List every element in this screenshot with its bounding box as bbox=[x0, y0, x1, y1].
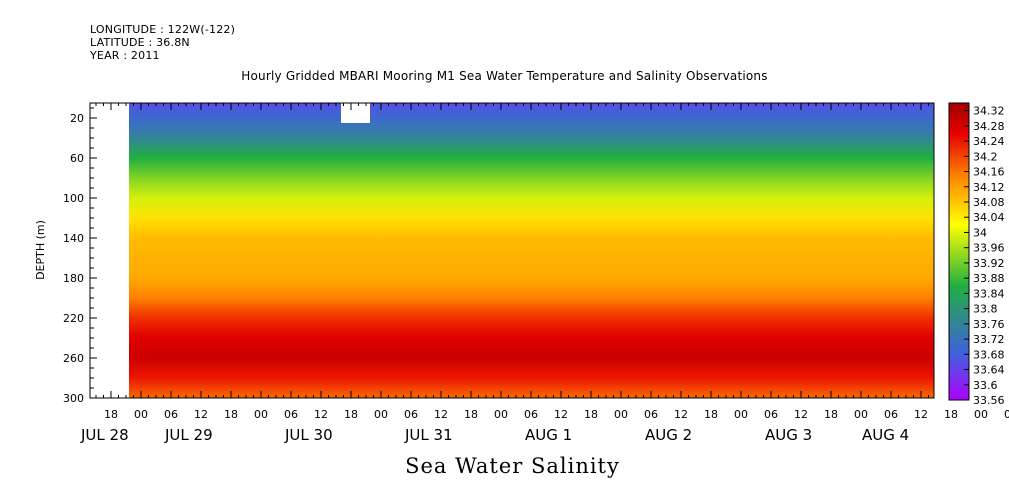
colorbar-label: 33.88 bbox=[973, 272, 1005, 285]
y-tick-label: 300 bbox=[63, 392, 84, 405]
colorbar-label: 34 bbox=[973, 226, 987, 239]
x-tick-label: 12 bbox=[314, 408, 328, 421]
x-tick-label: 06 bbox=[884, 408, 898, 421]
x-tick-label: 18 bbox=[704, 408, 718, 421]
x-day-label: JUL 30 bbox=[284, 426, 333, 444]
plot-frame bbox=[89, 102, 935, 399]
x-day-label: AUG 1 bbox=[525, 426, 572, 444]
x-tick-label: 12 bbox=[194, 408, 208, 421]
colorbar-label: 33.56 bbox=[973, 394, 1005, 407]
colorbar-label: 33.72 bbox=[973, 333, 1005, 346]
x-tick-label: 06 bbox=[524, 408, 538, 421]
colorbar-label: 34.04 bbox=[973, 211, 1005, 224]
colorbar-label: 34.16 bbox=[973, 166, 1005, 179]
missing-data-patch bbox=[341, 103, 370, 123]
x-tick-label: 00 bbox=[134, 408, 148, 421]
x-tick-label: 00 bbox=[614, 408, 628, 421]
x-day-label: JUL 29 bbox=[164, 426, 213, 444]
x-tick-label: 18 bbox=[584, 408, 598, 421]
x-tick-label: 00 bbox=[734, 408, 748, 421]
x-day-label: AUG 4 bbox=[862, 426, 909, 444]
x-day-label: JUL 28 bbox=[80, 426, 129, 444]
x-tick-label: 06 bbox=[284, 408, 298, 421]
colorbar-label: 34.32 bbox=[973, 105, 1005, 118]
y-tick-label: 60 bbox=[70, 152, 84, 165]
colorbar-label: 33.96 bbox=[973, 242, 1005, 255]
x-tick-label: 00 bbox=[254, 408, 268, 421]
x-tick-label: 12 bbox=[674, 408, 688, 421]
x-tick-label: 18 bbox=[464, 408, 478, 421]
colorbar-ticks: 34.32 34.28 34.24 34.2 34.16 34.12 34.08 34.04 3… bbox=[964, 105, 1005, 407]
x-tick-label: 12 bbox=[434, 408, 448, 421]
y-tick-label: 260 bbox=[63, 352, 84, 365]
x-tick-label: 00 bbox=[374, 408, 388, 421]
x-tick-label: 00 bbox=[854, 408, 868, 421]
x-tick-label: 06 bbox=[764, 408, 778, 421]
x-tick-label: 06 bbox=[164, 408, 178, 421]
y-tick-label: 100 bbox=[63, 192, 84, 205]
x-tick-label: 06 bbox=[404, 408, 418, 421]
x-tick-label: 06 bbox=[1004, 408, 1009, 421]
x-tick-label: 18 bbox=[224, 408, 238, 421]
x-axis: 18 00 06 12 18 00 06 12 18 00 06 12 18 00 06 12 18 00 06 12… bbox=[80, 103, 1009, 444]
x-tick-label: 00 bbox=[974, 408, 988, 421]
colorbar-label: 33.68 bbox=[973, 348, 1005, 361]
x-tick-label: 18 bbox=[344, 408, 358, 421]
x-day-label: JUL 31 bbox=[404, 426, 453, 444]
colorbar-label: 33.84 bbox=[973, 287, 1005, 300]
colorbar-label: 33.76 bbox=[973, 318, 1005, 331]
y-axis-label: DEPTH (m) bbox=[34, 220, 47, 280]
x-day-label: AUG 2 bbox=[645, 426, 692, 444]
colorbar-label: 33.6 bbox=[973, 379, 998, 392]
colorbar bbox=[948, 102, 970, 401]
colorbar-label: 33.8 bbox=[973, 303, 998, 316]
x-tick-label: 12 bbox=[794, 408, 808, 421]
colorbar-label: 33.64 bbox=[973, 364, 1005, 377]
x-axis-title: Sea Water Salinity bbox=[405, 454, 620, 478]
year-label: YEAR : 2011 bbox=[90, 49, 160, 62]
y-tick-label: 220 bbox=[63, 312, 84, 325]
x-tick-label: 00 bbox=[494, 408, 508, 421]
colorbar-label: 34.24 bbox=[973, 135, 1005, 148]
y-tick-label: 180 bbox=[63, 272, 84, 285]
colorbar-label: 34.12 bbox=[973, 181, 1005, 194]
colorbar-label: 33.92 bbox=[973, 257, 1005, 270]
longitude-label: LONGITUDE : 122W(-122) bbox=[90, 23, 236, 36]
x-tick-label: 18 bbox=[944, 408, 958, 421]
x-tick-label: 18 bbox=[824, 408, 838, 421]
x-tick-label: 06 bbox=[644, 408, 658, 421]
salinity-field bbox=[129, 103, 934, 398]
colorbar-label: 34.28 bbox=[973, 120, 1005, 133]
colorbar-label: 34.08 bbox=[973, 196, 1005, 209]
x-tick-label: 12 bbox=[554, 408, 568, 421]
x-tick-label: 12 bbox=[914, 408, 928, 421]
colorbar-label: 34.2 bbox=[973, 150, 998, 163]
y-tick-label: 140 bbox=[63, 232, 84, 245]
chart-title: Hourly Gridded MBARI Mooring M1 Sea Wate… bbox=[241, 69, 768, 83]
latitude-label: LATITUDE : 36.8N bbox=[90, 36, 190, 49]
y-axis: 20 60 100 140 180 220 260 300 bbox=[63, 107, 97, 405]
y-tick-label: 20 bbox=[70, 112, 84, 125]
x-tick-label: 18 bbox=[104, 408, 118, 421]
x-day-label: AUG 3 bbox=[765, 426, 812, 444]
